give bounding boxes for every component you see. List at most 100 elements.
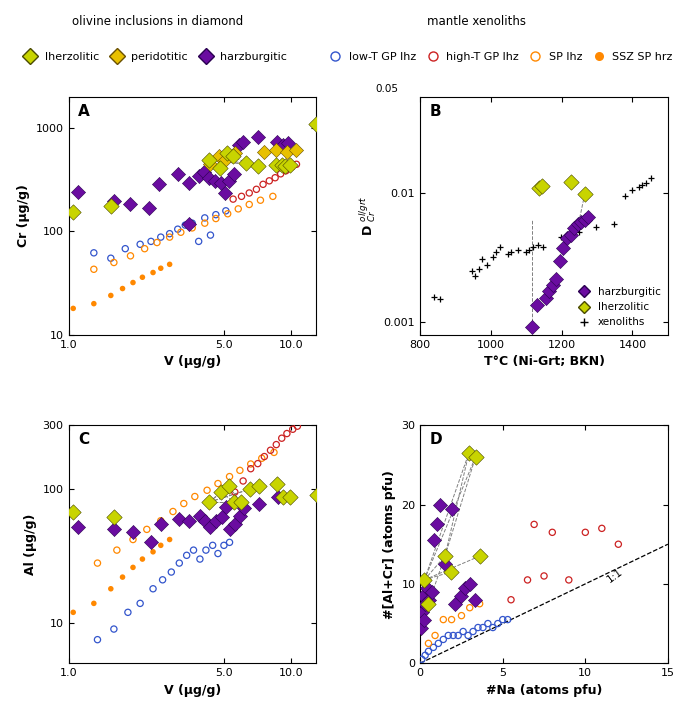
Point <box>219 187 230 199</box>
Point <box>265 445 276 456</box>
Point <box>205 521 216 533</box>
Point <box>259 146 270 157</box>
Point <box>240 157 251 168</box>
Point <box>276 432 287 444</box>
Point <box>221 148 232 159</box>
Point <box>108 511 119 523</box>
Point <box>227 194 238 205</box>
Point <box>464 602 475 614</box>
Point <box>123 607 134 618</box>
X-axis label: T°C (Ni-Grt; BKN): T°C (Ni-Grt; BKN) <box>484 355 605 369</box>
Point <box>105 583 116 594</box>
Point <box>88 247 99 259</box>
Point <box>127 561 138 573</box>
Point <box>245 483 256 495</box>
Text: D: D <box>430 432 443 447</box>
Point <box>167 505 178 517</box>
Point <box>210 209 221 220</box>
Point <box>449 598 460 609</box>
Point <box>434 499 445 511</box>
Point <box>147 267 158 278</box>
Point <box>151 237 162 248</box>
Point <box>312 490 323 501</box>
Point <box>416 653 427 665</box>
Point <box>423 637 434 649</box>
Point <box>526 321 537 333</box>
Point <box>244 199 255 210</box>
Point <box>572 218 583 229</box>
Point <box>420 650 431 661</box>
Point <box>282 138 293 149</box>
Point <box>166 566 177 578</box>
Point <box>155 232 166 243</box>
Point <box>193 170 204 181</box>
Point <box>125 198 136 209</box>
Point <box>72 186 83 198</box>
Point <box>445 566 456 578</box>
Point <box>224 523 235 535</box>
Text: C: C <box>78 432 90 447</box>
Point <box>253 132 264 143</box>
Point <box>147 583 158 594</box>
Point <box>532 239 543 250</box>
Point <box>473 622 484 633</box>
Point <box>216 177 227 189</box>
Point <box>234 511 245 522</box>
Point <box>92 634 103 645</box>
Point <box>88 298 99 310</box>
Point <box>125 250 136 262</box>
Point <box>460 582 471 594</box>
Point <box>108 623 119 635</box>
Point <box>469 270 480 282</box>
Point <box>227 151 238 162</box>
Point <box>253 480 264 492</box>
Point <box>551 273 562 285</box>
Point <box>214 162 225 174</box>
Point <box>270 172 281 184</box>
Point <box>291 158 302 170</box>
Point <box>155 540 166 551</box>
Point <box>503 248 514 260</box>
Point <box>583 212 594 223</box>
Legend: low-T GP lhz, high-T GP lhz, SP lhz, SSZ SP hrz: low-T GP lhz, high-T GP lhz, SP lhz, SSZ… <box>324 52 673 62</box>
Point <box>512 244 523 256</box>
Point <box>429 630 440 641</box>
Point <box>429 535 440 546</box>
Point <box>178 498 189 509</box>
Point <box>234 139 245 151</box>
Point <box>127 526 138 538</box>
Point <box>423 598 434 609</box>
Point <box>420 598 431 609</box>
Text: 0.05: 0.05 <box>375 85 399 95</box>
Point <box>88 264 99 275</box>
X-axis label: V (μg/g): V (μg/g) <box>164 355 221 369</box>
Point <box>490 247 501 258</box>
Point <box>527 242 538 253</box>
Point <box>524 244 535 256</box>
Point <box>259 451 270 462</box>
Point <box>187 222 198 234</box>
Y-axis label: #[Al+Cr] (atoms pfu): #[Al+Cr] (atoms pfu) <box>383 470 396 619</box>
Point <box>419 574 429 586</box>
Point <box>292 420 303 432</box>
Point <box>155 262 166 274</box>
Y-axis label: D $^{ol/grt}_{Cr}$: D $^{ol/grt}_{Cr}$ <box>357 196 378 236</box>
Point <box>199 515 210 526</box>
Point <box>235 496 246 508</box>
Point <box>554 256 565 267</box>
Point <box>438 614 449 625</box>
Point <box>164 533 175 545</box>
Point <box>282 147 292 158</box>
Point <box>174 513 185 525</box>
Point <box>640 177 651 189</box>
Point <box>112 544 123 556</box>
Point <box>271 144 282 156</box>
Point <box>275 168 286 179</box>
Point <box>506 247 517 258</box>
Point <box>474 551 485 562</box>
Point <box>88 598 99 609</box>
Point <box>597 523 608 534</box>
Point <box>153 179 164 190</box>
Point <box>222 208 233 219</box>
Point <box>251 184 262 195</box>
